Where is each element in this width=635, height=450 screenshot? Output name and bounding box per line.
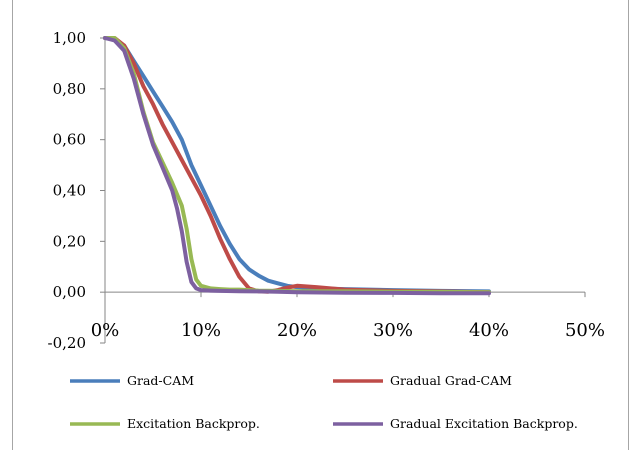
x-tick-label: 0% [91, 320, 120, 341]
y-tick-label: 0,00 [53, 283, 86, 301]
y-tick-label: 0,80 [53, 80, 86, 98]
x-tick-label: 10% [181, 320, 221, 341]
x-tick-label: 50% [565, 320, 605, 341]
legend-label: Gradual Grad-CAM [390, 373, 512, 388]
y-tick-label: 1,00 [53, 29, 86, 47]
chart-frame [12, 0, 629, 450]
x-tick-label: 40% [469, 320, 509, 341]
legend-label: Grad-CAM [127, 373, 194, 388]
x-tick-label: 30% [373, 320, 413, 341]
series-lines [103, 36, 491, 296]
y-tick-labels: 1,00 0,80 0,60 0,40 0,20 0,00 -0,20 [48, 29, 105, 352]
y-tick-label: 0,40 [53, 182, 86, 200]
series-line-gradual-grad-cam [103, 36, 491, 295]
x-tick-label: 20% [277, 320, 317, 341]
legend: Grad-CAM Gradual Grad-CAM Excitation Backp… [70, 373, 578, 431]
legend-label: Gradual Excitation Backprop. [390, 416, 578, 431]
x-tick-labels: 0% 10% 20% 30% 40% 50% [91, 292, 605, 341]
y-tick-label: 0,20 [53, 232, 86, 250]
y-tick-label: 0,60 [53, 131, 86, 149]
y-tick-label: -0,20 [48, 334, 86, 352]
legend-label: Excitation Backprop. [127, 416, 260, 431]
series-line-gradual-excitation-backprop [103, 36, 491, 296]
